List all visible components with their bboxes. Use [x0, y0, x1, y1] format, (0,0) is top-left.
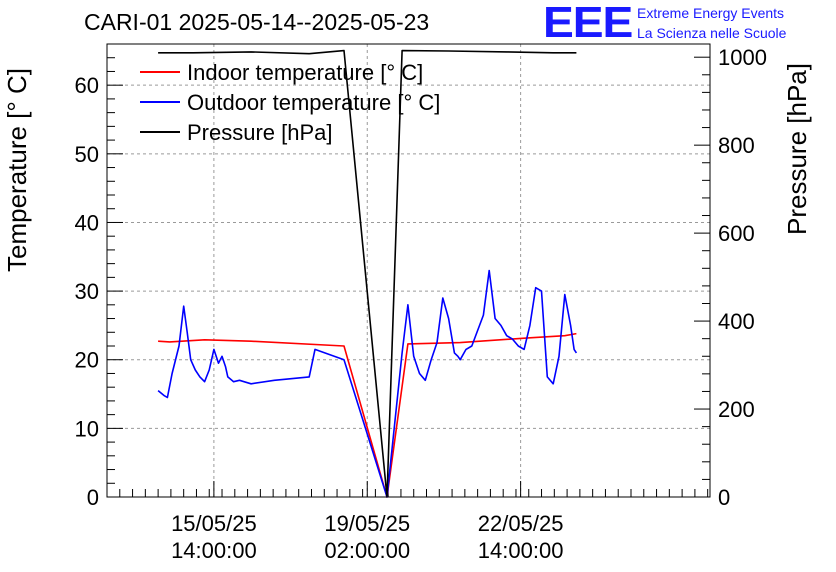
eee-logo: EEE: [543, 0, 633, 47]
x-tick-label-time: 14:00:00: [478, 538, 564, 563]
y-tick-label: 60: [75, 73, 99, 98]
x-tick-label-date: 22/05/25: [478, 511, 564, 536]
legend-label-2: Outdoor temperature [° C]: [187, 90, 440, 115]
x-tick-label-time: 02:00:00: [324, 538, 410, 563]
legend-label-1: Indoor temperature [° C]: [187, 60, 423, 85]
y2-tick-label: 0: [718, 485, 730, 510]
y2-tick-label: 1000: [718, 45, 767, 70]
y-tick-label: 10: [75, 416, 99, 441]
y2-tick-label: 400: [718, 309, 755, 334]
y-tick-label: 0: [87, 485, 99, 510]
y-tick-label: 30: [75, 279, 99, 304]
brand-line-2: La Scienza nelle Scuole: [637, 25, 787, 41]
y2-tick-label: 600: [718, 221, 755, 246]
series-line-3: [158, 49, 577, 498]
y-tick-label: 40: [75, 210, 99, 235]
x-tick-label-date: 19/05/25: [324, 511, 410, 536]
brand-line-1: Extreme Energy Events: [637, 5, 785, 21]
y-tick-label: 20: [75, 348, 99, 373]
y2-tick-label: 800: [718, 133, 755, 158]
x-tick-label-date: 15/05/25: [171, 511, 257, 536]
y2-tick-label: 200: [718, 397, 755, 422]
y-tick-label: 50: [75, 142, 99, 167]
legend-label-3: Pressure [hPa]: [187, 120, 333, 145]
plot-frame: [106, 43, 711, 498]
series-line-2: [157, 269, 578, 498]
chart-title: CARI-01 2025-05-14--2025-05-23: [84, 9, 430, 35]
x-tick-label-time: 14:00:00: [171, 538, 257, 563]
